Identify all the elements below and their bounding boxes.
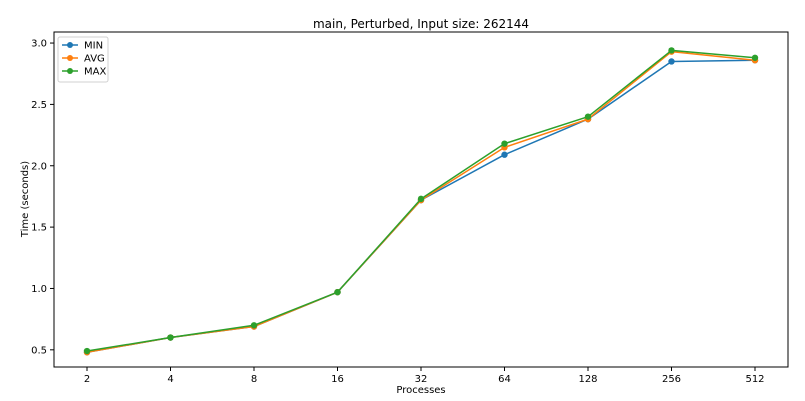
series-min: [83, 57, 759, 356]
x-tick-label: 256: [662, 374, 681, 385]
series-max: [83, 47, 759, 355]
data-point: [334, 288, 341, 296]
y-axis: 0.5 1.0 1.5 2.0 2.5 3.0: [31, 39, 54, 356]
y-tick-label: 1.5: [31, 223, 47, 234]
legend-marker: [67, 68, 73, 74]
data-point: [501, 140, 508, 147]
data-point: [668, 58, 675, 65]
x-tick-label: 32: [415, 374, 428, 385]
data-point: [501, 151, 508, 158]
legend-marker: [67, 42, 73, 48]
x-tick-label: 128: [578, 374, 597, 385]
y-tick-label: 3.0: [31, 39, 47, 50]
legend-item: MIN: [62, 41, 103, 52]
data-point: [751, 54, 759, 61]
x-tick-label: 64: [498, 374, 511, 385]
data-point: [167, 334, 174, 341]
x-tick-label: 4: [167, 374, 173, 385]
x-axis: 2 4 8 16 32 64 128 256 512: [84, 367, 765, 385]
y-axis-title: Time (seconds): [20, 161, 31, 238]
y-tick-label: 2.0: [31, 161, 47, 172]
legend-item: MAX: [62, 67, 106, 78]
data-point: [83, 347, 91, 355]
data-point: [417, 195, 425, 203]
data-point: [668, 47, 675, 54]
y-tick-label: 2.5: [31, 100, 47, 111]
legend-label: MIN: [84, 41, 103, 52]
x-tick-label: 16: [331, 374, 344, 385]
x-tick-label: 8: [251, 374, 257, 385]
data-point: [250, 322, 258, 329]
x-tick-label: 512: [745, 374, 764, 385]
y-tick-label: 1.0: [31, 284, 47, 295]
x-axis-title: Processes: [396, 385, 445, 396]
legend-item: AVG: [62, 54, 105, 65]
legend: MIN AVG MAX: [57, 36, 109, 83]
y-tick-label: 0.5: [31, 345, 47, 356]
legend-marker: [67, 55, 73, 61]
series-line: [86, 59, 756, 354]
data-point: [584, 113, 592, 120]
series-layer: [83, 47, 759, 356]
x-tick-label: 2: [84, 374, 90, 385]
legend-label: AVG: [84, 54, 105, 65]
chart-title: main, Perturbed, Input size: 262144: [313, 17, 529, 31]
legend-label: MAX: [84, 67, 106, 78]
